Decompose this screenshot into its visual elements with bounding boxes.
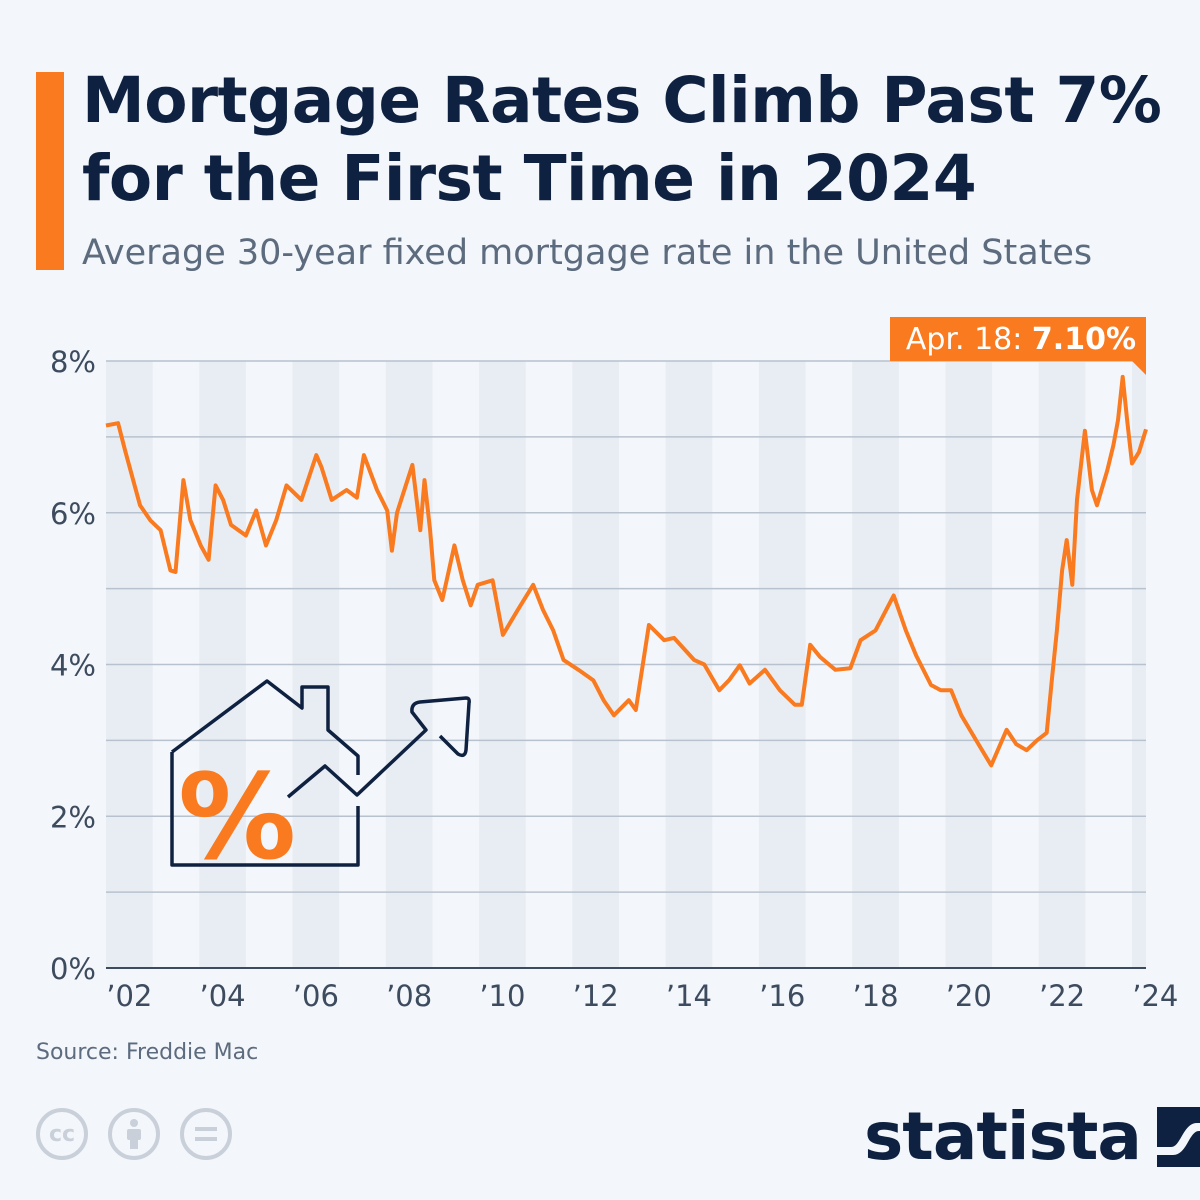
x-tick-label: ’08 <box>386 979 432 1013</box>
x-tick-label: ’24 <box>1132 979 1178 1013</box>
page-title: Mortgage Rates Climb Past 7% for the Fir… <box>82 64 1162 215</box>
callout-date: Apr. 18: <box>906 322 1032 357</box>
x-tick-label: ’06 <box>293 979 339 1013</box>
svg-text:%: % <box>178 748 296 886</box>
logo-wordmark: statista <box>864 1098 1142 1175</box>
y-tick-label: 6% <box>50 497 96 531</box>
house-percent-icon: % <box>170 679 471 886</box>
x-tick-label: ’14 <box>666 979 712 1013</box>
x-tick-label: ’22 <box>1039 979 1085 1013</box>
callout-box <box>890 317 1146 361</box>
accent-bar <box>36 72 64 270</box>
y-tick-label: 4% <box>50 649 96 683</box>
cc-icon[interactable]: cc <box>36 1108 88 1160</box>
x-tick-label: ’02 <box>106 979 152 1013</box>
callout-value: 7.10% <box>1032 322 1136 357</box>
x-tick-label: ’16 <box>759 979 805 1013</box>
page-subtitle: Average 30-year fixed mortgage rate in t… <box>82 233 1093 273</box>
mortgage-rate-line <box>105 374 1148 768</box>
x-tick-label: ’20 <box>946 979 992 1013</box>
no-derivatives-icon[interactable] <box>180 1108 232 1160</box>
x-tick-label: ’10 <box>479 979 525 1013</box>
callout-pointer <box>1132 361 1146 375</box>
source-note: Source: Freddie Mac <box>36 1040 259 1065</box>
x-tick-label: ’12 <box>573 979 619 1013</box>
y-tick-label: 0% <box>50 952 96 986</box>
x-tick-label: ’18 <box>852 979 898 1013</box>
statista-logo-icon <box>1156 1106 1200 1167</box>
svg-text:Apr. 18: 7.10%: Apr. 18: 7.10% <box>906 322 1136 357</box>
y-tick-label: 8% <box>50 345 96 379</box>
attribution-icon[interactable] <box>108 1108 160 1160</box>
latest-value-callout: Apr. 18: 7.10% <box>890 317 1146 375</box>
y-tick-label: 2% <box>50 800 96 834</box>
x-tick-label: ’04 <box>200 979 246 1013</box>
statista-logo[interactable]: statista <box>864 1098 1200 1175</box>
